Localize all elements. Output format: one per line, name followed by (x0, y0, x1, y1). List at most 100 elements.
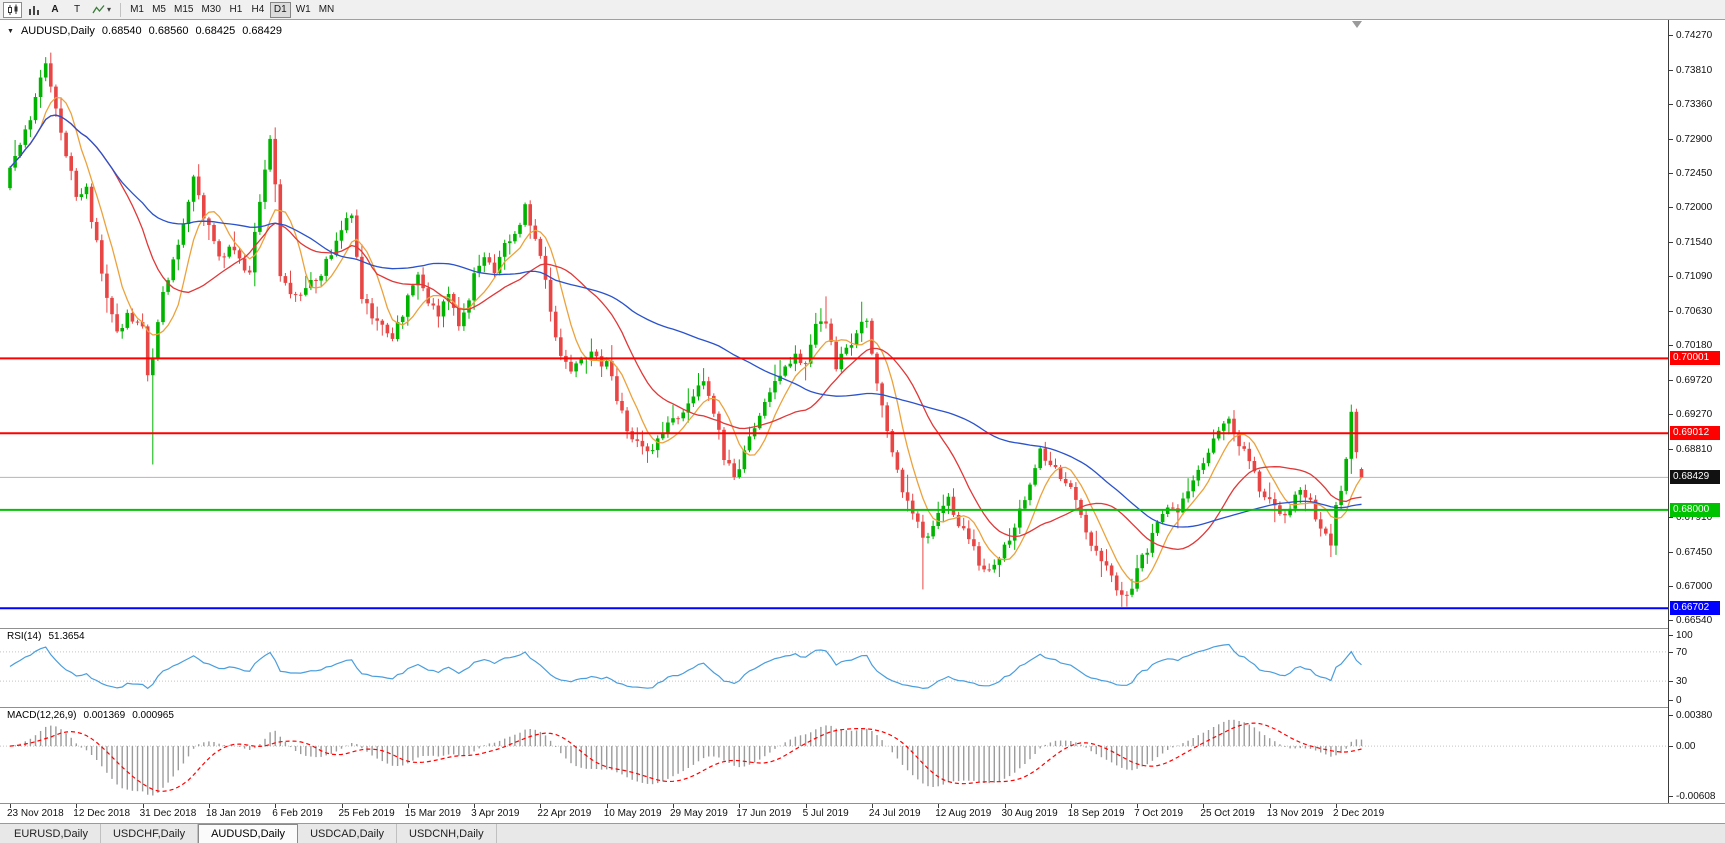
macd-signal-line (9, 722, 1362, 792)
date-label: 2 Dec 2019 (1333, 808, 1385, 819)
chart-tab-audusd[interactable]: AUDUSD,Daily (198, 824, 299, 843)
time-axis[interactable]: 23 Nov 2018 12 Dec 2018 31 Dec 2018 18 Jan … (0, 803, 1725, 823)
indicator-zigzag-icon (92, 5, 105, 14)
candlestick-chart-icon (7, 4, 17, 15)
date-tick-mark (208, 804, 210, 808)
top-toolbar: A T ▾ M1 M5 M15 M30 H1 H4 D1 W1 MN (0, 0, 1725, 20)
chart-tab-eurusd[interactable]: EURUSD,Daily (2, 824, 101, 843)
price-tick-label: 0.69720 (1669, 375, 1712, 386)
panel-separator[interactable] (0, 707, 1725, 708)
date-tick-mark (540, 804, 542, 808)
slow-ma-line (9, 114, 1362, 528)
timeframe-button-mn[interactable]: MN (318, 4, 335, 15)
chart-ohlc-title: ▼ AUDUSD,Daily 0.68540 0.68560 0.68425 0… (7, 25, 282, 37)
date-label: 23 Nov 2018 (7, 808, 64, 819)
macd-panel[interactable]: MACD(12,26,9) 0.001369 0.000965 (0, 707, 1668, 803)
price-tick-label: 0.72450 (1669, 168, 1712, 179)
date-tick-mark (474, 804, 476, 808)
chart-tab-usdchf[interactable]: USDCHF,Daily (100, 824, 199, 843)
indicators-button[interactable]: ▾ (89, 2, 114, 18)
medium-ma-line (9, 114, 1362, 551)
rsi-axis-label: 100 (1669, 630, 1693, 641)
price-tick-label: 0.67000 (1669, 581, 1712, 592)
date-label: 18 Jan 2019 (205, 808, 261, 819)
macd-signal-value: 0.000965 (132, 710, 174, 721)
timeframe-button-m1[interactable]: M1 (130, 4, 144, 15)
date-tick-mark (1004, 804, 1006, 808)
chart-tab-usdcnh[interactable]: USDCNH,Daily (397, 824, 497, 843)
chart-shift-marker-icon[interactable] (1352, 21, 1362, 28)
date-tick-mark (76, 804, 78, 808)
rsi-value: 51.3654 (48, 631, 85, 642)
date-label: 12 Aug 2019 (935, 808, 992, 819)
hline-price-badge: 0.66702 (1670, 601, 1720, 615)
timeframe-button-h4[interactable]: H4 (251, 4, 265, 15)
rsi-panel[interactable]: RSI(14) 51.3654 (0, 628, 1668, 707)
macd-axis-label: -0.00608 (1669, 791, 1715, 802)
price-tick-label: 0.71540 (1669, 237, 1712, 248)
price-tick-label: 0.70180 (1669, 340, 1712, 351)
timeframe-button-m15[interactable]: M15 (174, 4, 194, 15)
rsi-axis-label: 30 (1669, 676, 1687, 687)
bar-chart-icon (28, 5, 39, 15)
date-label: 24 Jul 2019 (868, 808, 921, 819)
cursor-tool-button[interactable]: A (51, 4, 59, 15)
price-axis[interactable]: 0.74270 0.73810 0.73360 0.72900 0.72450 0.720… (1668, 20, 1725, 803)
candlestick-chart-button[interactable] (3, 1, 22, 18)
hline-price-badge: 0.70001 (1670, 351, 1720, 365)
timeframe-button-d1[interactable]: D1 (269, 1, 291, 18)
chart-window: ▼ AUDUSD,Daily 0.68540 0.68560 0.68425 0… (0, 20, 1725, 823)
toolbar-separator (120, 2, 122, 17)
price-tick-label: 0.72000 (1669, 202, 1712, 213)
date-label: 7 Oct 2019 (1134, 808, 1184, 819)
date-tick-mark (1070, 804, 1072, 808)
date-label: 22 Apr 2019 (537, 808, 592, 819)
date-label: 5 Jul 2019 (802, 808, 849, 819)
date-label: 6 Feb 2019 (272, 808, 323, 819)
date-tick-mark (1269, 804, 1271, 808)
rsi-label: RSI(14) 51.3654 (7, 631, 85, 642)
ohlc-open: 0.68540 (101, 25, 142, 37)
timeframe-button-m30[interactable]: M30 (201, 4, 221, 15)
price-tick-label: 0.73360 (1669, 99, 1712, 110)
ohlc-low: 0.68425 (195, 25, 236, 37)
chart-symbol-label: AUDUSD,Daily (20, 25, 95, 37)
bar-chart-button[interactable] (24, 2, 43, 18)
price-tick-label: 0.74270 (1669, 30, 1712, 41)
macd-label: MACD(12,26,9) 0.001369 0.000965 (7, 710, 174, 721)
fast-ma-line (9, 96, 1363, 584)
chart-tabs-bar: EURUSD,Daily USDCHF,Daily AUDUSD,Daily USDC… (0, 823, 1725, 843)
date-label: 13 Nov 2019 (1266, 808, 1324, 819)
ohlc-high: 0.68560 (148, 25, 189, 37)
macd-name: MACD(12,26,9) (7, 710, 77, 721)
price-tick-label: 0.73810 (1669, 65, 1712, 76)
price-tick-label: 0.67450 (1669, 547, 1712, 558)
date-tick-mark (805, 804, 807, 808)
date-label: 25 Feb 2019 (338, 808, 395, 819)
price-tick-label: 0.67910 (1669, 512, 1712, 523)
price-chart (0, 52, 1668, 610)
timeframe-button-w1[interactable]: W1 (295, 4, 311, 15)
panel-separator[interactable] (0, 628, 1725, 629)
text-tool-button[interactable]: T (73, 4, 81, 15)
price-chart-panel[interactable]: ▼ AUDUSD,Daily 0.68540 0.68560 0.68425 0… (0, 20, 1668, 628)
date-label: 18 Sep 2019 (1067, 808, 1125, 819)
price-tick-label: 0.70630 (1669, 306, 1712, 317)
timeframe-button-m5[interactable]: M5 (152, 4, 166, 15)
symbol-list-icon[interactable]: ▼ (7, 27, 14, 35)
axis-separator (0, 803, 1725, 804)
timeframe-button-h1[interactable]: H1 (229, 4, 243, 15)
date-tick-mark (407, 804, 409, 808)
rsi-name: RSI(14) (7, 631, 42, 642)
ohlc-close: 0.68429 (242, 25, 282, 37)
date-tick-mark (739, 804, 741, 808)
macd-axis-label: 0.00 (1669, 741, 1695, 752)
date-label: 25 Oct 2019 (1200, 808, 1255, 819)
date-tick-mark (10, 804, 11, 808)
chart-tab-usdcad[interactable]: USDCAD,Daily (298, 824, 398, 843)
date-label: 12 Dec 2018 (73, 808, 131, 819)
chevron-down-icon: ▾ (107, 5, 112, 14)
date-label: 10 May 2019 (603, 808, 662, 819)
date-tick-mark (1203, 804, 1205, 808)
date-tick-mark (1137, 804, 1139, 808)
